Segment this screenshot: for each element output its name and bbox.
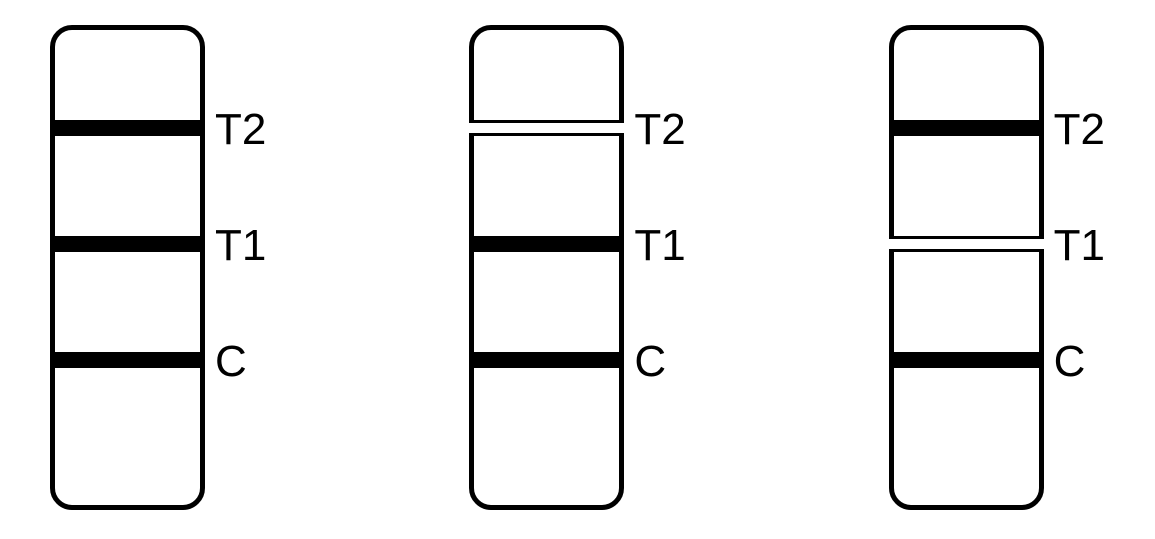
band-t2-solid [50,120,205,136]
strip-group-1: T2 T1 C [50,25,266,510]
test-strip-2 [469,25,624,510]
band-t1-outline [889,236,1044,252]
diagram-container: T2 T1 C T2 T1 C T2 T1 C [0,0,1155,535]
strip-group-2: T2 T1 C [469,25,685,510]
band-t1-solid [469,236,624,252]
labels-2: T2 T1 C [634,25,685,337]
band-t2-outline [469,120,624,136]
band-t2-solid [889,120,1044,136]
labels-1: T2 T1 C [215,25,266,337]
band-c-solid [889,352,1044,368]
band-c-solid [50,352,205,368]
test-strip-1 [50,25,205,510]
test-strip-3 [889,25,1044,510]
strip-group-3: T2 T1 C [889,25,1105,510]
band-t1-solid [50,236,205,252]
labels-3: T2 T1 C [1054,25,1105,337]
band-c-solid [469,352,624,368]
